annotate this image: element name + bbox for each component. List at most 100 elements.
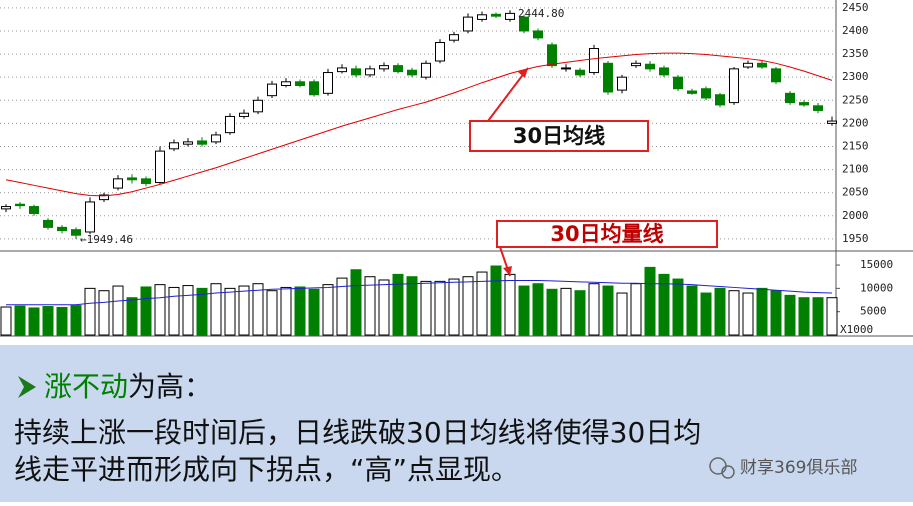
peak-label: 2444.80: [518, 7, 564, 20]
volume-bar: [392, 273, 404, 336]
y-tick-label: 2200: [842, 116, 869, 129]
volume-bar: [350, 269, 362, 336]
volume-bar: [70, 305, 82, 336]
candle-body: [463, 16, 473, 32]
volume-bar: [798, 297, 810, 336]
volume-bar: [714, 287, 726, 336]
candle-body: [617, 76, 627, 91]
volume-ma30-line: [6, 279, 833, 306]
candle-body: [687, 90, 697, 94]
callout-text: 30日均量线: [550, 222, 663, 246]
candle-body: [631, 62, 641, 67]
callout-box: [469, 120, 649, 152]
trough-label: ←1949.46: [80, 233, 133, 246]
candle-body: [729, 68, 739, 104]
y-tick-label: 2350: [842, 47, 869, 60]
volume-bar: [56, 306, 68, 336]
candle-body: [603, 62, 613, 93]
body-line: 线走平进而形成向下拐点，“高”点显现。: [14, 453, 519, 486]
bullet: [18, 376, 36, 398]
y-tick-label: 2150: [842, 139, 869, 152]
volume-bar: [322, 284, 334, 336]
volume-bar: [812, 297, 824, 336]
candle-body: [295, 81, 305, 86]
candle-body: [505, 12, 515, 20]
callout-box: [496, 220, 718, 248]
arrow-head: [503, 266, 512, 276]
volume-bar: [700, 292, 712, 336]
candle-body: [141, 178, 151, 184]
y-tick-label: 2000: [842, 209, 869, 222]
candle-body: [85, 201, 95, 233]
candle-body: [155, 150, 165, 184]
volume-bar: [182, 285, 194, 336]
candle-body: [57, 226, 67, 232]
candle-body: [799, 102, 809, 106]
y-tick-label: 2100: [842, 163, 869, 176]
candle-body: [127, 177, 137, 181]
volume-bar: [140, 286, 152, 336]
y-tick-label: 2300: [842, 70, 869, 83]
candle-body: [701, 88, 711, 99]
volume-bar: [210, 283, 222, 336]
candle-body: [715, 94, 725, 106]
y-tick-label: 10000: [860, 281, 893, 294]
candle-body: [337, 67, 347, 73]
candle-body: [71, 229, 81, 236]
candle-body: [365, 68, 375, 76]
volume-bar: [448, 278, 460, 336]
y-tick-label: 2400: [842, 24, 869, 37]
volume-bar: [630, 283, 642, 336]
candle-body: [29, 206, 39, 214]
candle-body: [743, 62, 753, 68]
y-tick-label: 2450: [842, 1, 869, 14]
volume-bar: [308, 288, 320, 336]
volume-bar: [224, 287, 236, 336]
candle-body: [827, 120, 837, 124]
volume-bar: [154, 284, 166, 336]
callout-arrow: [487, 67, 529, 122]
candle-body: [379, 65, 389, 70]
volume-bar: [28, 307, 40, 336]
candle-body: [673, 76, 683, 90]
candle-body: [43, 219, 53, 228]
candle-body: [183, 141, 193, 145]
candle-body: [785, 92, 795, 104]
volume-bar: [434, 280, 446, 336]
volume-bar: [644, 266, 656, 336]
volume-bar: [126, 297, 138, 336]
text-panel: [0, 345, 913, 502]
volume-bar: [364, 276, 376, 336]
volume-bar: [588, 283, 600, 336]
volume-bar: [252, 283, 264, 336]
wechat-icon: [721, 465, 735, 479]
candle-body: [323, 72, 333, 94]
candle-body: [421, 62, 431, 78]
candle-body: [197, 140, 207, 145]
candle-body: [435, 42, 445, 62]
volume-bar: [462, 276, 474, 336]
y-tick-label: 1950: [842, 232, 869, 245]
candle-body: [309, 81, 319, 96]
volume-bar: [616, 292, 628, 336]
volume-bar: [504, 273, 516, 336]
candle-body: [547, 44, 557, 67]
volume-bar: [294, 286, 306, 336]
volume-bar: [0, 306, 12, 336]
candle-body: [645, 63, 655, 70]
volume-bar: [518, 285, 530, 336]
volume-bar: [728, 290, 740, 336]
candle-body: [771, 68, 781, 83]
volume-bar: [658, 273, 670, 336]
volume-bar: [742, 292, 754, 336]
volume-panel: 5000 10000 15000: [0, 258, 893, 336]
volume-bar: [406, 276, 418, 336]
candle-body: [1, 206, 11, 210]
candle-body: [15, 203, 25, 207]
heading: 涨不动为高：: [44, 370, 212, 403]
volume-bar: [532, 283, 544, 336]
y-tick-label: 15000: [860, 258, 893, 271]
candle-body: [211, 134, 221, 143]
arrow-head: [518, 68, 528, 78]
